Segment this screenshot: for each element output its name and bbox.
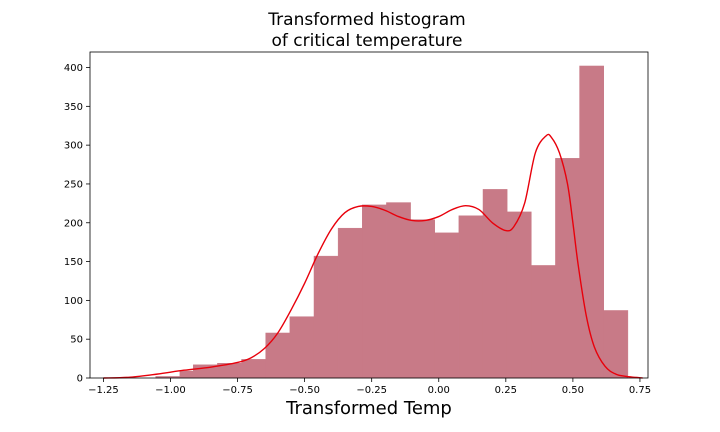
x-tick-label: −1.25 [88,385,119,396]
y-tick-label: 150 [64,257,83,268]
histogram-bar [386,202,411,379]
x-tick-label: −1.00 [155,385,186,396]
y-tick-label: 0 [77,374,83,385]
x-tick-label: 0.00 [428,385,450,396]
x-axis-label: Transformed Temp [285,398,452,419]
histogram-bar [265,332,291,379]
histogram-bar [313,255,339,379]
histogram-bar [506,211,532,379]
histogram-bar [434,232,460,379]
x-tick-label: −0.25 [356,385,387,396]
y-tick-label: 300 [64,141,83,152]
histogram-bar [337,227,363,379]
histogram-bar [579,65,604,379]
histogram-bar [179,370,194,379]
y-tick-label: 350 [64,102,83,113]
histogram-bar [289,316,315,379]
y-tick-label: 400 [64,63,83,74]
histogram-bar [603,310,629,379]
x-tick-label: 0.25 [495,385,517,396]
x-tick-label: −0.75 [222,385,253,396]
histogram-bar [410,219,435,379]
histogram-bar [241,359,266,379]
kde-curve-group [103,133,643,379]
histogram-bar [458,215,484,379]
histogram-bars [155,65,629,379]
y-tick-label: 100 [64,296,83,307]
y-axis: 0 50 100 150 200 250 300 350 400 [64,63,90,385]
chart-title-line: Transformed histogram [267,10,465,30]
histogram-bar [362,204,387,379]
histogram-bar [555,158,580,379]
y-tick-label: 250 [64,179,83,190]
chart-title-line: of critical temperature [272,31,463,51]
y-tick-label: 50 [70,335,83,346]
x-tick-label: 0.75 [629,385,651,396]
x-axis: −1.25 −1.00 −0.75 −0.50 −0.25 0.00 0.25 0.50 0.7… [88,378,651,396]
plot-frame [89,51,649,379]
x-tick-label: 0.50 [562,385,584,396]
kde-curve [103,133,643,379]
histogram-bar [531,265,556,379]
y-tick-label: 200 [64,218,83,229]
x-tick-label: −0.50 [289,385,320,396]
